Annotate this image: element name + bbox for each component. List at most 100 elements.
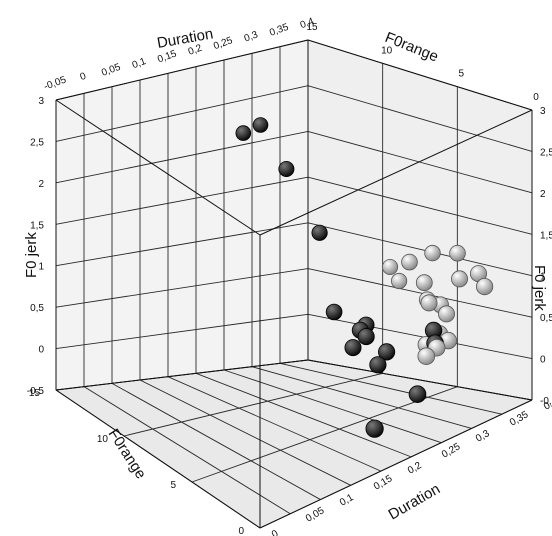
tick-label: 0: [238, 526, 244, 536]
grid-line: [307, 176, 533, 235]
tick-label: 2: [540, 189, 546, 200]
frame-edge: [307, 359, 533, 401]
tick-label: 0,35: [508, 409, 531, 428]
tick-label: 1: [38, 262, 44, 273]
chart-tick-labels: -0,05 0 0,05 0,1 0,15 0,2 0,25 0,3 0,35 0,4151050…: [27, 16, 552, 536]
tick-label: 0,5: [30, 303, 44, 314]
tick-label: -0,5: [540, 396, 552, 407]
data-point-dark: [325, 303, 343, 321]
tick-label: 0,05: [304, 505, 327, 524]
tick-label: 15: [29, 388, 41, 399]
tick-label: 0,25: [212, 35, 234, 52]
tick-label: 2,5: [30, 137, 44, 148]
tick-label: 1,5: [540, 230, 552, 241]
data-point-dark: [344, 339, 362, 357]
grid-line: [307, 222, 533, 277]
tick-label: 10: [97, 434, 109, 445]
grid-line: [307, 85, 533, 152]
data-point-dark: [408, 385, 427, 404]
tick-label: 0,4: [542, 396, 552, 413]
tick-label: 0,3: [474, 428, 492, 445]
z-axis-label-right: F0 jerk: [531, 265, 548, 311]
data-point-light: [424, 244, 441, 262]
tick-label: 0,1: [131, 56, 148, 71]
tick-label: 3: [38, 96, 44, 107]
frame-edge: [55, 359, 309, 391]
data-point-light: [449, 244, 466, 262]
y-axis-label-back: F0range: [383, 29, 441, 66]
tick-label: 5: [170, 480, 176, 491]
grid-line: [307, 130, 533, 194]
grid-line: [195, 372, 412, 458]
chart-frame: [55, 39, 533, 529]
data-point-dark: [311, 224, 328, 241]
frame-edge: [55, 39, 309, 101]
tick-label: 3: [540, 106, 546, 117]
data-point-dark: [377, 343, 396, 361]
tick-label: 2: [38, 179, 44, 190]
tick-label: -0,05: [43, 74, 69, 92]
tick-label: 0: [38, 345, 44, 356]
frame-edge: [55, 99, 261, 236]
grid-line: [55, 85, 309, 142]
tick-label: 1: [540, 272, 546, 283]
data-point-light: [401, 253, 418, 271]
tick-label: 0: [533, 92, 539, 103]
tick-label: 0,15: [372, 473, 395, 492]
tick-label: 1,5: [30, 220, 44, 231]
tick-label: 10: [381, 45, 393, 56]
tick-label: -0,5: [27, 386, 45, 397]
grid-line: [167, 376, 382, 472]
tick-label: 2,5: [540, 147, 552, 158]
tick-label: 0,4: [299, 16, 316, 31]
tick-label: 0,1: [338, 492, 356, 509]
x-axis-label-front: Duration: [386, 480, 444, 523]
data-point-light: [420, 294, 438, 312]
frame-edge: [55, 389, 261, 529]
chart-points: [235, 117, 494, 438]
data-point-dark: [278, 160, 295, 177]
frame-edge: [259, 399, 533, 529]
grid-line: [251, 366, 472, 429]
grid-line: [191, 386, 458, 483]
tick-label: 0: [540, 355, 546, 366]
tick-label: 0,5: [540, 313, 552, 324]
data-point-light: [417, 347, 436, 366]
data-point-light: [390, 272, 408, 290]
grid-line: [55, 268, 309, 308]
grid-line: [123, 372, 383, 437]
tick-label: 0,2: [406, 460, 424, 477]
data-point-light: [415, 274, 433, 292]
frame-edge: [259, 109, 533, 236]
tick-label: 0: [270, 528, 281, 536]
data-point-light: [437, 305, 455, 323]
tick-label: 15: [306, 22, 318, 33]
data-point-dark: [369, 356, 387, 374]
grid-line: [139, 379, 351, 486]
data-point-light: [475, 277, 494, 296]
grid-line: [307, 313, 533, 360]
frame-edge: [307, 39, 533, 111]
back-right-panel: [308, 40, 532, 400]
tick-label: 5: [459, 69, 465, 80]
floor-panel: [56, 360, 532, 528]
data-point-dark: [365, 419, 384, 438]
grid-line: [111, 382, 321, 500]
back-left-panel: [56, 40, 308, 390]
tick-label: 0,25: [440, 441, 463, 460]
data-point-dark: [252, 117, 269, 133]
x-axis-label-back: Duration: [156, 25, 215, 52]
grid-line: [55, 313, 309, 350]
data-point-dark: [357, 328, 375, 346]
tick-label: 0,05: [100, 62, 122, 79]
tick-label: 0,35: [268, 22, 290, 39]
grid-line: [279, 362, 502, 415]
grid-line: [307, 268, 533, 318]
tick-label: 0,2: [187, 43, 204, 58]
grid-line: [83, 386, 291, 515]
data-point-light: [382, 258, 399, 275]
tick-label: 0,3: [243, 29, 260, 44]
grid-line: [55, 222, 309, 267]
data-point-light: [450, 270, 468, 288]
